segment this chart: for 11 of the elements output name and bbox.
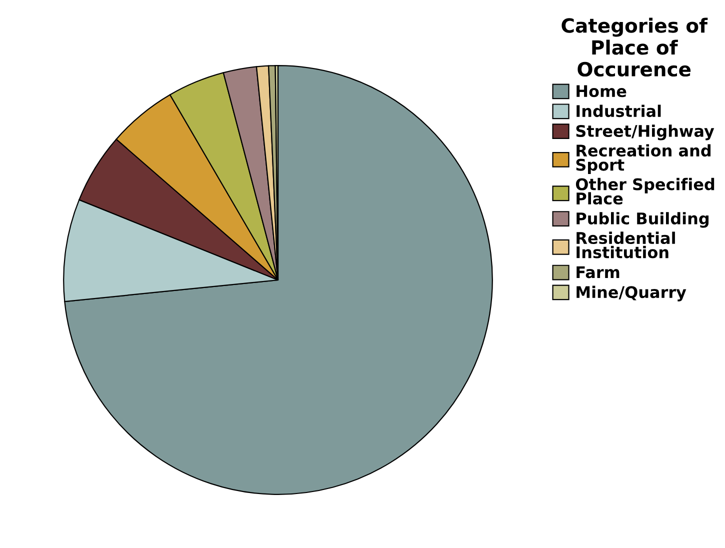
legend-label: Industrial	[576, 104, 661, 118]
pie-slice	[64, 65, 493, 495]
legend-label: Home	[576, 85, 626, 98]
legend-label: Farm	[576, 266, 620, 278]
legend-label: Residential Institution	[576, 232, 675, 258]
legend-title: Categories of Place of Occurence	[562, 18, 708, 77]
legend-label: Street/Highway	[576, 124, 714, 140]
legend-label: Recreation and Sport	[576, 144, 711, 174]
legend-label: Other Specified Place	[576, 178, 714, 205]
legend-label: Mine/Quarry	[576, 286, 686, 302]
legend-label: Public Building	[576, 212, 709, 228]
